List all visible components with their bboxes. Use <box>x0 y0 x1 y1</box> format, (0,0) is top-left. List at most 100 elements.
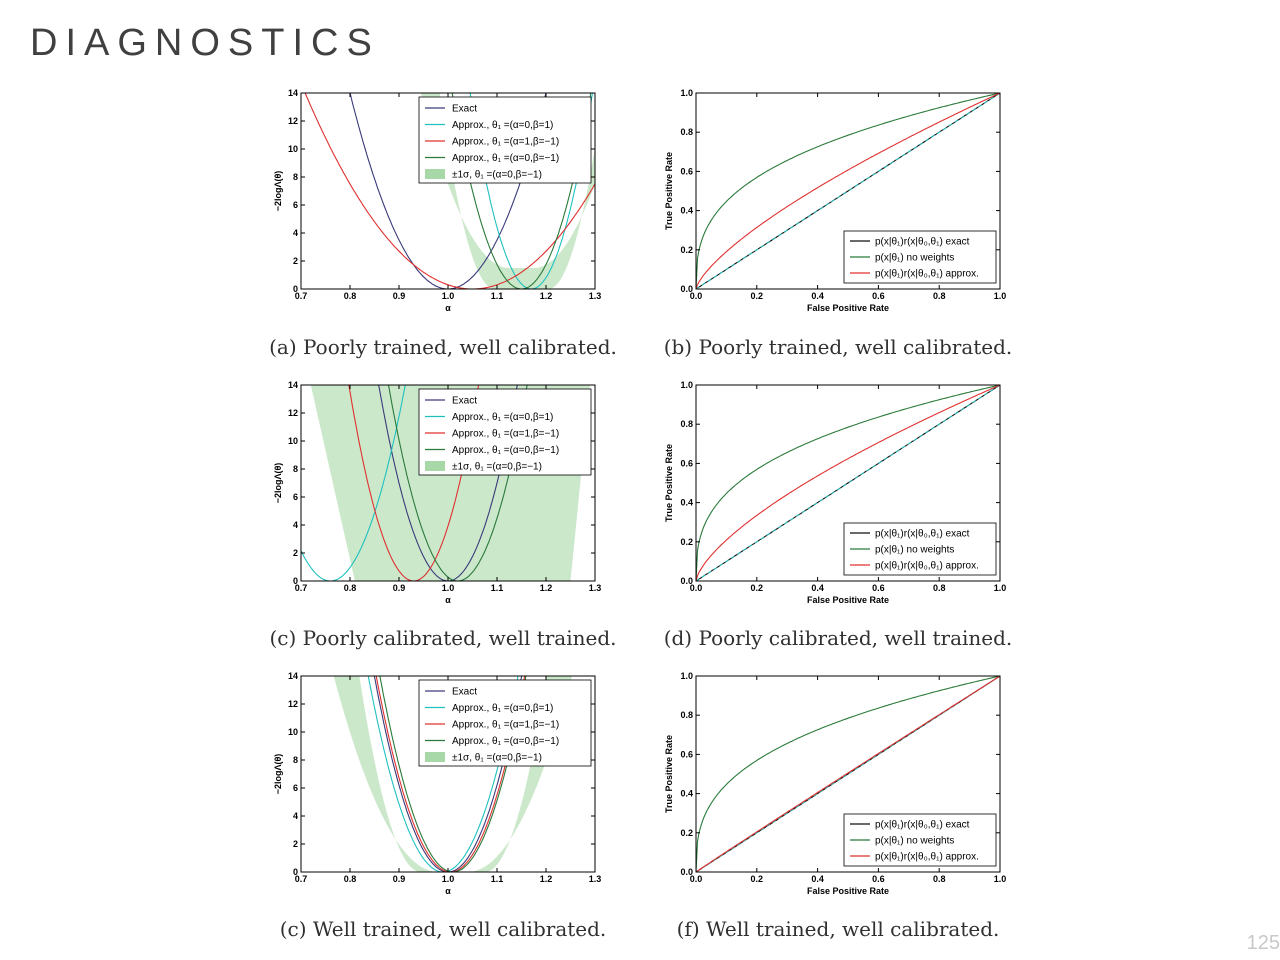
y-tick-label: 6 <box>293 783 298 793</box>
x-tick-label: 1.0 <box>994 874 1007 884</box>
x-tick-label: 0.7 <box>295 291 308 301</box>
y-tick-label: 8 <box>293 755 298 765</box>
x-tick-label: 0.2 <box>751 583 764 593</box>
y-tick-label: 0.6 <box>680 458 693 468</box>
plot-area <box>696 385 1000 581</box>
legend-label: p(x|θ₁)r(x|θ₀,θ₁) exact <box>875 529 970 540</box>
y-axis-label: True Positive Rate <box>664 152 674 230</box>
legend-label: p(x|θ₁)r(x|θ₀,θ₁) approx. <box>875 852 979 863</box>
legend-label: p(x|θ₁)r(x|θ₀,θ₁) approx. <box>875 561 979 572</box>
y-axis-label: True Positive Rate <box>664 735 674 813</box>
y-tick-label: 1.0 <box>680 380 693 390</box>
panel-caption: (d) Poorly calibrated, well trained. <box>664 626 1013 650</box>
legend-label: Approx., θ₁ =(α=0,β=1) <box>452 703 553 714</box>
x-tick-label: 1.1 <box>491 874 504 884</box>
legend-label: ±1σ, θ₁ =(α=0,β=−1) <box>452 753 542 764</box>
x-tick-label: 1.3 <box>589 291 602 301</box>
x-axis-label: α <box>445 303 451 313</box>
x-tick-label: 1.2 <box>540 874 553 884</box>
x-tick-label: 1.3 <box>589 874 602 884</box>
x-tick-label: 0.4 <box>811 874 824 884</box>
series-line-2 <box>696 93 1000 289</box>
x-tick-label: 1.2 <box>540 291 553 301</box>
legend-label: Approx., θ₁ =(α=0,β=1) <box>452 120 553 131</box>
y-tick-label: 2 <box>293 548 298 558</box>
y-tick-label: 6 <box>293 200 298 210</box>
x-axis-label: False Positive Rate <box>807 886 889 896</box>
x-tick-label: 0.0 <box>690 874 703 884</box>
legend-box <box>843 522 997 576</box>
y-tick-label: 0 <box>293 284 298 294</box>
x-axis-label: α <box>445 595 451 605</box>
y-tick-label: 14 <box>288 380 298 390</box>
x-tick-label: 0.8 <box>933 291 946 301</box>
series-line-2 <box>304 93 595 289</box>
legend-label: Approx., θ₁ =(α=1,β=−1) <box>452 429 559 440</box>
series-line-2 <box>696 385 1000 581</box>
legend-label: p(x|θ₁)r(x|θ₀,θ₁) exact <box>875 237 970 248</box>
series-line-1 <box>301 385 406 581</box>
legend-label: Approx., θ₁ =(α=0,β=−1) <box>452 153 559 164</box>
y-tick-label: 12 <box>288 116 298 126</box>
y-tick-label: 0.4 <box>680 206 693 216</box>
legend-label: Approx., θ₁ =(α=0,β=−1) <box>452 445 559 456</box>
legend-swatch <box>425 461 445 471</box>
y-tick-label: 14 <box>288 671 298 681</box>
legend-swatch <box>425 752 445 762</box>
y-axis-label: −2logΛ(θ) <box>273 171 283 212</box>
y-tick-label: 4 <box>293 520 298 530</box>
panel-caption: (c) Well trained, well calibrated. <box>280 917 607 941</box>
x-tick-label: 1.1 <box>491 291 504 301</box>
x-tick-label: 0.4 <box>811 583 824 593</box>
x-tick-label: 1.0 <box>994 291 1007 301</box>
y-tick-label: 1.0 <box>680 671 693 681</box>
chart-panel-c: 0.7 0.8 0.9 1.0 1.1 1.2 1.3 0 2 4 6 8 10 12 14 α −2logΛ(… <box>269 380 616 650</box>
page-number: 125 <box>1246 932 1280 954</box>
x-tick-label: 0.8 <box>344 583 357 593</box>
y-tick-label: 14 <box>288 88 298 98</box>
legend-label: Approx., θ₁ =(α=1,β=−1) <box>452 137 559 148</box>
x-tick-label: 0.0 <box>690 291 703 301</box>
x-tick-label: 0.6 <box>872 583 885 593</box>
x-tick-label: 0.8 <box>933 874 946 884</box>
y-tick-label: 0.0 <box>680 576 693 586</box>
y-tick-label: 0.2 <box>680 828 693 838</box>
chart-panel-a: 0.7 0.8 0.9 1.0 1.1 1.2 1.3 0 2 4 6 8 10 12 14 α −2logΛ(… <box>269 88 617 359</box>
x-axis-label: False Positive Rate <box>807 303 889 313</box>
chart-panel-d: 0.0 0.2 0.4 0.6 0.8 1.0 0.0 0.2 0.4 0.6 0.8 1.0 Fals… <box>664 380 1013 650</box>
x-tick-label: 1.3 <box>589 583 602 593</box>
series-line-1 <box>696 676 1000 872</box>
legend-label: p(x|θ₁) no weights <box>875 545 954 556</box>
legend-label: Approx., θ₁ =(α=0,β=−1) <box>452 736 559 747</box>
y-tick-label: 12 <box>288 408 298 418</box>
legend-label: p(x|θ₁)r(x|θ₀,θ₁) exact <box>875 820 970 831</box>
y-tick-label: 10 <box>288 727 298 737</box>
y-tick-label: 0.2 <box>680 537 693 547</box>
x-tick-label: 0.6 <box>872 291 885 301</box>
series-line-1 <box>469 93 593 289</box>
legend-label: ±1σ, θ₁ =(α=0,β=−1) <box>452 170 542 181</box>
slide-title: DIAGNOSTICS <box>30 22 380 64</box>
x-tick-label: 0.2 <box>751 874 764 884</box>
legend-label: ±1σ, θ₁ =(α=0,β=−1) <box>452 462 542 473</box>
y-tick-label: 10 <box>288 436 298 446</box>
x-tick-label: 0.7 <box>295 583 308 593</box>
x-tick-label: 0.6 <box>872 874 885 884</box>
legend: p(x|θ₁)r(x|θ₀,θ₁) exact p(x|θ₁) no weight… <box>843 230 997 284</box>
x-tick-label: 0.9 <box>393 583 406 593</box>
x-tick-label: 1.1 <box>491 583 504 593</box>
legend: Exact Approx., θ₁ =(α=0,β=1) Approx., θ₁ =… <box>418 96 592 184</box>
y-tick-label: 4 <box>293 811 298 821</box>
series-line-2 <box>696 676 1000 872</box>
y-tick-label: 0 <box>293 576 298 586</box>
y-tick-label: 4 <box>293 228 298 238</box>
x-tick-label: 0.8 <box>933 583 946 593</box>
x-tick-label: 0.0 <box>690 583 703 593</box>
y-axis-label: −2logΛ(θ) <box>273 754 283 795</box>
chart-panel-f: 0.0 0.2 0.4 0.6 0.8 1.0 0.0 0.2 0.4 0.6 0.8 1.0 Fals… <box>664 671 1006 941</box>
series-line-2 <box>348 385 480 581</box>
legend-label: p(x|θ₁) no weights <box>875 253 954 264</box>
y-tick-label: 12 <box>288 699 298 709</box>
y-axis-label: −2logΛ(θ) <box>273 463 283 504</box>
legend-label: Exact <box>452 104 477 115</box>
